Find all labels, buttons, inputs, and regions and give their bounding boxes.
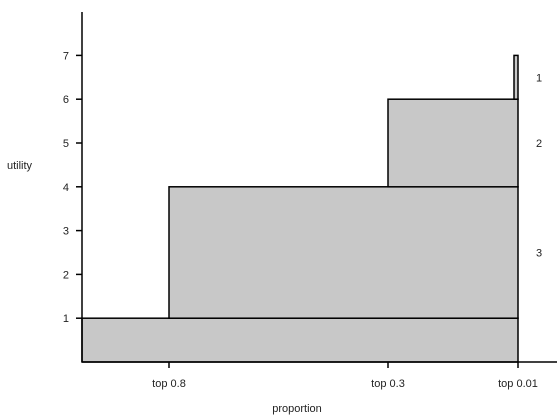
band-labels: 1 2 3 — [536, 72, 542, 259]
region-step-3 — [513, 54, 519, 100]
band-label-2: 2 — [536, 138, 542, 150]
y-tick-label: 2 — [63, 269, 69, 281]
y-tick-label: 5 — [63, 138, 69, 150]
y-axis-title: utility — [7, 160, 33, 172]
region-baseline — [81, 317, 519, 363]
y-tick-label: 4 — [63, 182, 69, 194]
y-ticks: 1 2 3 4 5 6 7 — [63, 50, 82, 325]
x-tick-label: top 0.8 — [152, 378, 186, 390]
y-tick-label: 6 — [63, 94, 69, 106]
region-step-1 — [168, 186, 519, 319]
band-label-3: 3 — [536, 248, 542, 260]
utility-regions — [81, 54, 519, 363]
x-ticks: top 0.8 top 0.3 top 0.01 — [152, 362, 538, 390]
y-tick-label: 3 — [63, 226, 69, 238]
x-tick-label: top 0.3 — [371, 378, 405, 390]
y-tick-label: 7 — [63, 50, 69, 62]
x-tick-label: top 0.01 — [498, 378, 538, 390]
region-step-2 — [387, 98, 519, 188]
x-axis-title: proportion — [272, 403, 322, 415]
y-tick-label: 1 — [63, 313, 69, 325]
band-label-1: 1 — [536, 72, 542, 84]
